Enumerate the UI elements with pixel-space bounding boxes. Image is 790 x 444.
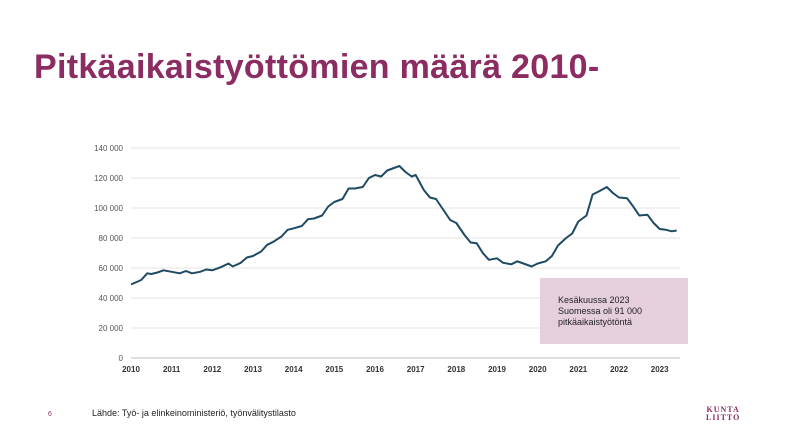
x-tick-label: 2020 bbox=[529, 365, 547, 374]
x-tick-label: 2023 bbox=[651, 365, 669, 374]
callout-line-2: Suomessa oli 91 000 bbox=[558, 306, 643, 316]
source-note: Lähde: Työ- ja elinkeinoministeriö, työn… bbox=[92, 408, 296, 418]
page-number: 6 bbox=[48, 411, 52, 418]
x-tick-label: 2015 bbox=[325, 365, 343, 374]
chart-series bbox=[130, 165, 677, 286]
x-tick-label: 2018 bbox=[447, 365, 465, 374]
x-tick-label: 2010 bbox=[122, 365, 140, 374]
y-tick-label: 60 000 bbox=[99, 264, 124, 273]
x-tick-label: 2022 bbox=[610, 365, 628, 374]
x-tick-label: 2021 bbox=[569, 365, 587, 374]
y-tick-label: 120 000 bbox=[94, 174, 123, 183]
page-title: Pitkäaikaistyöttömien määrä 2010- bbox=[34, 48, 600, 86]
series-line bbox=[130, 165, 677, 286]
y-tick-label: 140 000 bbox=[94, 144, 123, 153]
x-tick-label: 2013 bbox=[244, 365, 262, 374]
x-tick-label: 2017 bbox=[407, 365, 425, 374]
chart-gridlines bbox=[131, 147, 680, 359]
y-axis-tick-labels: 0 20 000 40 000 60 000 80 000 100 000 120 000 1… bbox=[94, 144, 123, 363]
y-tick-label: 20 000 bbox=[99, 324, 124, 333]
callout-line-1: Kesäkuussa 2023 bbox=[558, 295, 630, 305]
x-tick-label: 2016 bbox=[366, 365, 384, 374]
y-tick-label: 80 000 bbox=[99, 234, 124, 243]
x-tick-label: 2012 bbox=[203, 365, 221, 374]
callout-line-3: pitkäaikaistyötöntä bbox=[558, 317, 633, 327]
kuntaliitto-logo: KUNTA LIITTO bbox=[706, 406, 740, 422]
y-tick-label: 100 000 bbox=[94, 204, 123, 213]
annotation-callout: Kesäkuussa 2023 Suomessa oli 91 000 pitk… bbox=[540, 278, 688, 344]
x-axis-tick-labels: 2010 2011 2012 2013 2014 2015 2016 2017 2018 2019… bbox=[122, 365, 669, 374]
logo-line-2: LIITTO bbox=[706, 413, 741, 422]
x-tick-label: 2011 bbox=[163, 365, 181, 374]
y-tick-label: 0 bbox=[119, 354, 124, 363]
y-tick-label: 40 000 bbox=[99, 294, 124, 303]
x-tick-label: 2014 bbox=[285, 365, 303, 374]
logo-line-1: KUNTA bbox=[706, 405, 740, 414]
x-tick-label: 2019 bbox=[488, 365, 506, 374]
